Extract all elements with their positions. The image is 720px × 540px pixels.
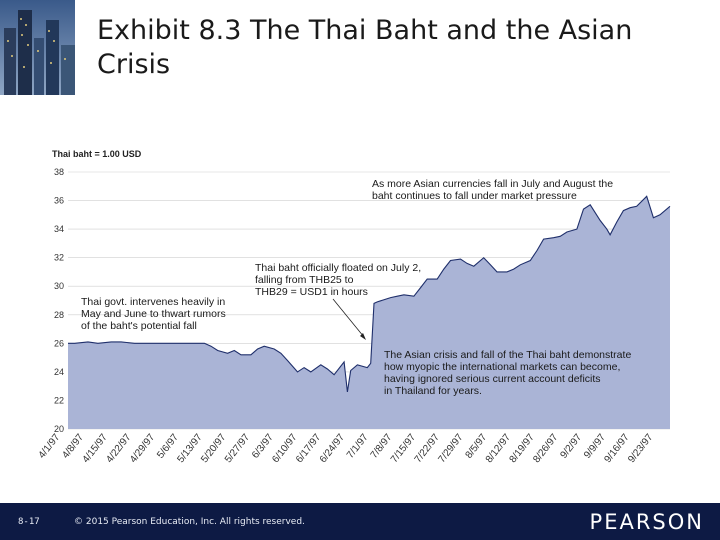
y-tick-label: 38 [54, 167, 64, 177]
footer-bar: 8-17 © 2015 Pearson Education, Inc. All … [0, 503, 720, 540]
y-tick-label: 24 [54, 367, 64, 377]
annotation-text: The Asian crisis and fall of the Thai ba… [384, 349, 631, 397]
pearson-logo: PEARSON [589, 510, 704, 534]
y-tick-label: 28 [54, 310, 64, 320]
x-tick-label: 8/26/97 [531, 432, 560, 465]
y-tick-label: 26 [54, 338, 64, 348]
annotation-text: Thai baht officially floated on July 2, f… [255, 262, 421, 298]
annotation-text: As more Asian currencies fall in July an… [372, 178, 613, 202]
annotation-leader-line [332, 298, 365, 338]
baht-series-line [68, 195, 671, 392]
skyline-photo [0, 0, 75, 95]
x-tick-label: 9/2/97 [558, 432, 584, 461]
annotation-leader-arrow [360, 333, 366, 340]
x-tick-label: 9/23/97 [626, 432, 655, 465]
annotation-text: Thai govt. intervenes heavily in May and … [81, 296, 226, 332]
y-tick-label: 20 [54, 424, 64, 434]
y-tick-label: 22 [54, 395, 64, 405]
x-tick-label: 4/29/97 [128, 432, 157, 465]
y-tick-label: 34 [54, 224, 64, 234]
x-tick-label: 7/29/97 [436, 432, 465, 465]
y-tick-label: 32 [54, 253, 64, 263]
baht-area [68, 196, 670, 429]
x-tick-label: 6/24/97 [318, 432, 347, 465]
slide-title: Exhibit 8.3 The Thai Baht and the Asian … [97, 15, 633, 80]
y-tick-label: 36 [54, 196, 64, 206]
copyright-notice: © 2015 Pearson Education, Inc. All right… [74, 517, 305, 527]
x-tick-label: 7/1/97 [345, 432, 371, 461]
page-number: 8-17 [18, 517, 40, 527]
thai-baht-chart: Thai baht = 1.00 USD 20 22 24 26 28 30 32 34 36 3… [37, 149, 671, 465]
y-axis-label: Thai baht = 1.00 USD [52, 149, 142, 159]
x-tick-label: 5/27/97 [223, 432, 252, 465]
y-tick-label: 30 [54, 281, 64, 291]
x-tick-label: 4/1/97 [37, 432, 63, 461]
